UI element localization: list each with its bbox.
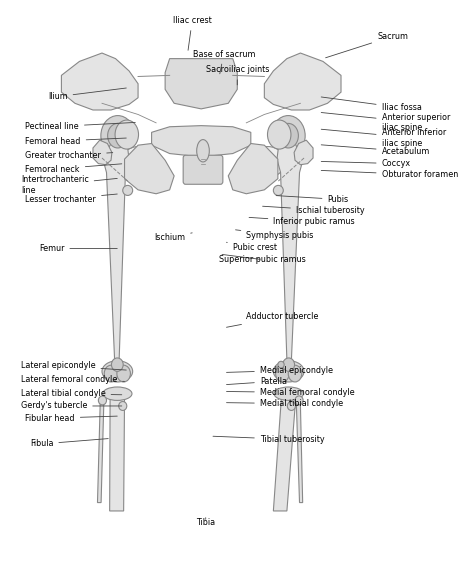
Text: Adductor tubercle: Adductor tubercle [227,312,319,327]
Text: Tibia: Tibia [196,518,215,527]
Ellipse shape [288,365,302,382]
Ellipse shape [287,402,295,411]
Ellipse shape [295,396,303,405]
Text: Medial femoral condyle: Medial femoral condyle [227,388,355,397]
Ellipse shape [283,358,294,371]
Ellipse shape [115,120,138,149]
Text: Lateral epicondyle: Lateral epicondyle [21,362,126,371]
Text: Femoral neck: Femoral neck [25,164,122,174]
Ellipse shape [101,116,135,156]
Ellipse shape [251,147,285,177]
Text: Obturator foramen: Obturator foramen [321,170,458,179]
Polygon shape [109,396,125,511]
Ellipse shape [99,396,107,405]
Text: Fibula: Fibula [30,439,108,448]
Ellipse shape [273,186,283,196]
Text: Symphysis pubis: Symphysis pubis [236,230,314,240]
Polygon shape [277,137,303,360]
Ellipse shape [274,387,303,400]
Ellipse shape [108,124,128,148]
Text: Medial epicondyle: Medial epicondyle [227,365,333,374]
Text: Inferior pubic ramus: Inferior pubic ramus [249,217,355,226]
Ellipse shape [273,361,304,382]
Ellipse shape [117,365,130,382]
Ellipse shape [123,186,133,196]
Text: Iliac fossa: Iliac fossa [321,97,421,112]
Text: Medial tibial condyle: Medial tibial condyle [227,399,343,408]
Polygon shape [296,404,303,503]
Polygon shape [62,53,138,110]
Polygon shape [294,140,313,165]
Ellipse shape [111,358,123,371]
Text: Anterior inferior
iliac spine: Anterior inferior iliac spine [321,128,446,148]
Ellipse shape [197,140,210,162]
Text: Ischial tuberosity: Ischial tuberosity [263,206,365,215]
Text: Femur: Femur [39,244,117,253]
Polygon shape [165,59,237,109]
Polygon shape [273,396,296,511]
Text: Pectineal line: Pectineal line [25,122,135,131]
Text: Acetabulum: Acetabulum [321,145,430,156]
Ellipse shape [271,116,305,156]
Text: Sacroiliac joints: Sacroiliac joints [206,65,269,85]
Polygon shape [125,143,174,194]
Text: Ischium: Ischium [154,233,192,242]
Ellipse shape [278,124,299,148]
Text: Greater trochanter: Greater trochanter [25,151,113,160]
Polygon shape [103,137,129,360]
Text: Gerdy's tubercle: Gerdy's tubercle [21,402,122,411]
Text: Intertrochanteric
line: Intertrochanteric line [21,175,117,195]
Ellipse shape [104,365,118,382]
Text: Tibial tuberosity: Tibial tuberosity [213,435,325,444]
Ellipse shape [275,365,289,382]
Ellipse shape [121,147,155,177]
Text: Superior pubic ramus: Superior pubic ramus [219,254,306,264]
Text: Pubis: Pubis [276,195,348,204]
Ellipse shape [102,361,133,382]
Text: Lateral femoral condyle: Lateral femoral condyle [21,374,125,384]
Ellipse shape [278,362,284,368]
Ellipse shape [118,402,127,411]
FancyBboxPatch shape [183,155,223,184]
Text: Patella: Patella [227,377,287,386]
Ellipse shape [103,387,132,400]
Polygon shape [98,403,104,503]
Text: Coccyx: Coccyx [321,159,410,168]
Text: Femoral head: Femoral head [25,137,126,146]
Text: Base of sacrum: Base of sacrum [192,50,255,74]
Ellipse shape [267,120,291,149]
Text: Fibular head: Fibular head [25,414,117,423]
Text: Anterior superior
iliac spine: Anterior superior iliac spine [321,112,450,132]
Text: Iliac crest: Iliac crest [173,16,211,50]
Polygon shape [152,126,251,157]
Text: Ilium: Ilium [48,88,126,101]
Text: Lesser trochanter: Lesser trochanter [25,194,117,204]
Text: Pubic crest: Pubic crest [227,243,277,252]
Polygon shape [228,143,278,194]
Text: Lateral tibial condyle: Lateral tibial condyle [21,389,122,398]
Polygon shape [264,53,341,110]
Polygon shape [93,140,112,165]
Text: Sacrum: Sacrum [326,32,408,58]
